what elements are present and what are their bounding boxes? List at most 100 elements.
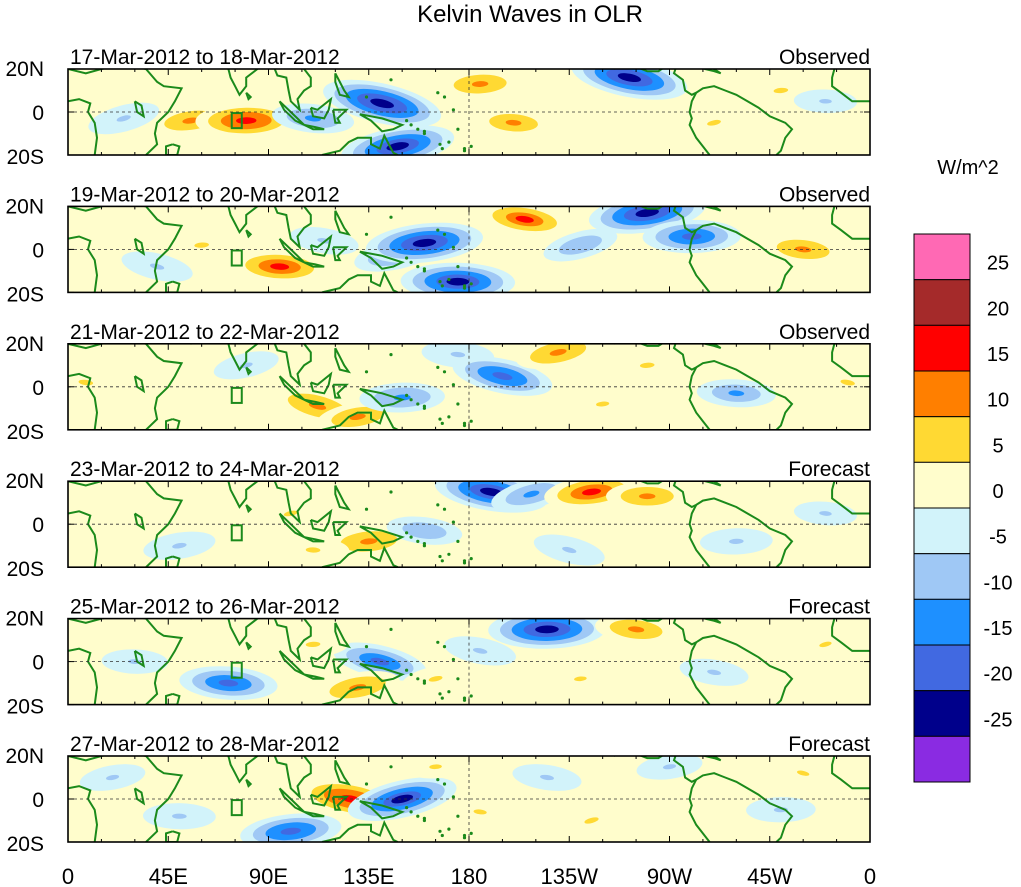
anomaly-peak: [728, 390, 745, 397]
island: [416, 127, 420, 131]
anomaly-peak: [627, 626, 645, 633]
anomaly-peak: [574, 676, 587, 682]
anomaly-peak: [582, 488, 601, 496]
island: [447, 690, 451, 694]
anomaly-peak: [305, 547, 321, 553]
coastline: [190, 206, 312, 251]
coastline: [303, 398, 325, 405]
lat-tick-label: 20S: [7, 283, 44, 306]
olr-anomaly-cell: [571, 69, 688, 100]
anomaly-peak: [523, 490, 540, 498]
coastline: [321, 270, 399, 293]
island: [442, 645, 447, 649]
coastline: [68, 206, 184, 293]
island: [451, 108, 455, 112]
island: [436, 365, 440, 369]
olr-anomaly-cell: [699, 528, 773, 555]
reference-box: [230, 799, 243, 817]
coastline: [359, 250, 405, 270]
anomaly-peak: [473, 809, 487, 815]
island: [409, 123, 413, 127]
anomaly-peak: [515, 215, 534, 223]
coastline: [303, 123, 325, 131]
island: [436, 778, 440, 782]
olr-anomaly-cell: [793, 89, 858, 113]
coastline: [334, 485, 352, 511]
coastlines: [68, 343, 870, 430]
island: [438, 417, 442, 421]
island: [451, 795, 455, 799]
olr-anomaly-cell: [488, 618, 606, 649]
island: [405, 119, 409, 123]
island: [389, 215, 393, 219]
anomaly-peak: [492, 372, 513, 380]
lat-tick-label: 0: [32, 377, 44, 400]
colorbar-tick-label: 25: [987, 253, 1009, 275]
island: [364, 370, 369, 374]
coastline: [303, 673, 325, 680]
map-panel-1: 20N 0 20S 17-Mar-2012 to 18-Mar-2012 Observe…: [5, 46, 871, 169]
anomaly-peak: [639, 493, 656, 500]
olr-anomaly-cell: [438, 69, 522, 99]
anomaly-peak: [428, 675, 443, 682]
island: [442, 782, 447, 786]
panel-status: Forecast: [788, 458, 870, 481]
anomaly-peak: [429, 764, 442, 770]
island: [422, 131, 426, 136]
island: [462, 147, 467, 151]
anomaly-peak: [471, 81, 489, 87]
island: [462, 559, 467, 563]
coastlines: [68, 69, 870, 155]
anomaly-peak: [280, 827, 301, 835]
island: [409, 398, 413, 402]
island: [456, 539, 460, 544]
island: [405, 668, 409, 672]
map-panel-5: 20N 0 20S 25-Mar-2012 to 26-Mar-2012 Forecas…: [5, 596, 871, 719]
island: [462, 696, 467, 700]
reference-box: [230, 112, 243, 130]
olr-anomaly-cell: [79, 764, 146, 791]
island: [389, 490, 393, 494]
island: [440, 833, 444, 838]
anomaly-peak: [172, 813, 187, 819]
coastlines: [68, 618, 870, 705]
island: [438, 829, 442, 833]
island: [409, 260, 413, 264]
coastline: [831, 206, 870, 240]
coastline: [831, 481, 870, 515]
coastline: [688, 641, 711, 705]
lat-tick-label: 0: [32, 514, 44, 537]
coastline: [831, 756, 870, 790]
island: [442, 232, 447, 236]
olr-anomaly-cell: [636, 756, 703, 780]
olr-anomaly-cell: [793, 501, 857, 526]
colorbar-swatch: [913, 324, 971, 372]
island: [389, 78, 393, 82]
island: [451, 245, 455, 249]
coastline: [334, 759, 352, 786]
island: [405, 531, 409, 535]
panel-status: Observed: [779, 183, 870, 206]
lat-tick-label: 20S: [7, 696, 44, 719]
island: [469, 282, 473, 286]
colorbar-tick-label: 15: [987, 344, 1009, 366]
lat-tick-label: 0: [32, 789, 44, 812]
olr-anomaly-cell: [762, 234, 845, 265]
colorbar-swatch: [913, 416, 971, 463]
island: [405, 256, 409, 260]
lat-tick-label: 0: [32, 239, 44, 262]
olr-anomaly-cell: [143, 531, 216, 560]
colorbar-tick-label: -20: [984, 664, 1013, 686]
coastline: [165, 418, 181, 430]
olr-anomaly-cell: [696, 379, 776, 408]
island: [422, 269, 426, 273]
anomaly-peak: [450, 351, 466, 358]
colorbar-swatch: [913, 598, 971, 646]
coastline: [688, 504, 711, 568]
anomaly-peak: [116, 115, 131, 122]
coastline: [321, 407, 399, 430]
island: [469, 144, 473, 148]
anomaly-peak: [819, 641, 832, 648]
panel-date-range: 23-Mar-2012 to 24-Mar-2012: [70, 458, 340, 481]
map-panel-3: 20N 0 20S 21-Mar-2012 to 22-Mar-2012 Observe…: [5, 321, 871, 444]
